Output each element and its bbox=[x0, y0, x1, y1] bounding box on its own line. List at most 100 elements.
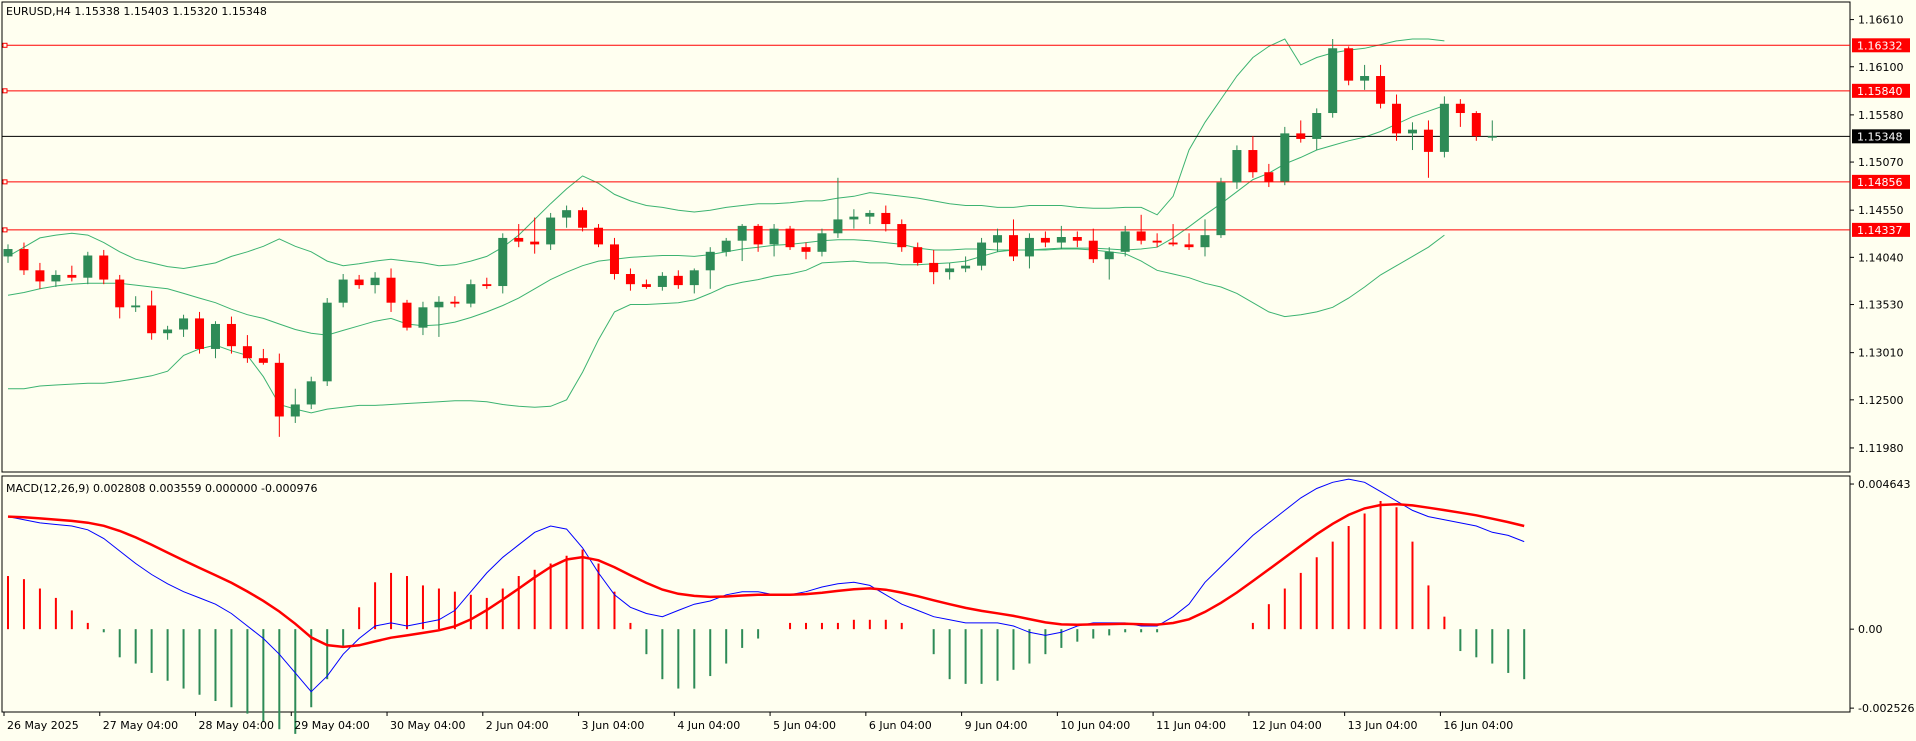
candle-body bbox=[594, 227, 604, 245]
candle-body bbox=[578, 210, 588, 228]
y-tick-label: 1.15580 bbox=[1858, 109, 1904, 122]
candle-body bbox=[562, 210, 572, 218]
level-handle bbox=[2, 88, 8, 94]
candle-body bbox=[609, 244, 619, 275]
candle-body bbox=[897, 224, 907, 248]
bollinger-upper bbox=[7, 38, 1445, 270]
candle-body bbox=[1344, 48, 1354, 81]
candle-body bbox=[3, 249, 13, 257]
candle-body bbox=[1471, 113, 1481, 137]
candle-body bbox=[115, 279, 125, 308]
candle-body bbox=[1328, 48, 1338, 114]
candles bbox=[3, 39, 1497, 437]
symbol-info: EURUSD,H4 1.15338 1.15403 1.15320 1.1534… bbox=[6, 5, 267, 18]
candle-body bbox=[673, 275, 683, 286]
x-tick-label: 9 Jun 04:00 bbox=[965, 719, 1028, 732]
x-tick-label: 11 Jun 04:00 bbox=[1156, 719, 1226, 732]
candle-body bbox=[99, 255, 109, 280]
candle-body bbox=[482, 284, 492, 287]
candle-body bbox=[1024, 237, 1034, 257]
level-price-tag bbox=[1852, 83, 1910, 98]
candle-body bbox=[35, 270, 45, 282]
level-price-label: 1.16332 bbox=[1857, 39, 1903, 52]
candle-body bbox=[274, 362, 284, 417]
candle-body bbox=[1423, 129, 1433, 152]
candle-body bbox=[450, 301, 460, 304]
y-tick-label: 1.16610 bbox=[1858, 14, 1904, 27]
candle-body bbox=[785, 228, 795, 248]
candle-body bbox=[721, 240, 731, 252]
candle-body bbox=[354, 279, 364, 286]
candle-body bbox=[993, 235, 1003, 243]
current-price-label: 1.15348 bbox=[1857, 130, 1903, 143]
candle-body bbox=[1072, 237, 1082, 241]
y-tick-label: 1.14550 bbox=[1858, 204, 1904, 217]
candle-body bbox=[1439, 103, 1449, 152]
level-price-label: 1.15840 bbox=[1857, 85, 1903, 98]
x-tick-label: 3 Jun 04:00 bbox=[582, 719, 645, 732]
level-price-tag bbox=[1852, 222, 1910, 237]
x-tick-label: 29 May 04:00 bbox=[294, 719, 369, 732]
candle-body bbox=[163, 329, 173, 334]
candle-body bbox=[641, 284, 651, 287]
x-tick-label: 16 Jun 04:00 bbox=[1443, 719, 1513, 732]
candle-body bbox=[322, 302, 332, 382]
candle-body bbox=[1487, 136, 1497, 138]
candle-body bbox=[1152, 240, 1162, 243]
candle-body bbox=[1088, 240, 1098, 260]
candle-body bbox=[51, 274, 61, 282]
candle-body bbox=[1280, 133, 1290, 182]
candle-body bbox=[498, 237, 508, 287]
x-axis: 26 May 2025 27 May 04:00 28 May 04:00 29 Ma… bbox=[3, 712, 1513, 732]
candle-body bbox=[801, 247, 811, 252]
x-tick-label: 13 Jun 04:00 bbox=[1348, 719, 1418, 732]
x-tick-label: 10 Jun 04:00 bbox=[1060, 719, 1130, 732]
x-tick-label: 6 Jun 04:00 bbox=[869, 719, 932, 732]
candle-body bbox=[1056, 237, 1066, 243]
candle-body bbox=[705, 251, 715, 271]
candle-body bbox=[1008, 235, 1018, 257]
candle-body bbox=[418, 307, 428, 328]
candle-body bbox=[83, 255, 93, 278]
current-price-tag bbox=[1852, 129, 1910, 144]
candle-body bbox=[147, 305, 157, 334]
candle-body bbox=[131, 305, 141, 308]
macd-series bbox=[7, 478, 1526, 734]
level-price-label: 1.14856 bbox=[1857, 176, 1903, 189]
level-price-label: 1.14337 bbox=[1857, 224, 1903, 237]
candle-body bbox=[1216, 182, 1226, 236]
candle-body bbox=[338, 279, 348, 303]
candle-body bbox=[195, 318, 205, 349]
candle-body bbox=[370, 277, 380, 286]
x-tick-label: 12 Jun 04:00 bbox=[1252, 719, 1322, 732]
candle-body bbox=[881, 212, 891, 225]
candle-body bbox=[1040, 237, 1050, 243]
candle-body bbox=[306, 381, 316, 405]
candle-body bbox=[1232, 150, 1242, 183]
candle-body bbox=[179, 318, 189, 330]
candle-body bbox=[849, 216, 859, 220]
candle-body bbox=[434, 301, 444, 308]
x-tick-label: 27 May 04:00 bbox=[103, 719, 178, 732]
x-tick-label: 5 Jun 04:00 bbox=[773, 719, 836, 732]
candle-body bbox=[1184, 244, 1194, 248]
y-axis: 1.16610 1.16100 1.15580 1.15070 1.14550 1.140… bbox=[1850, 14, 1914, 715]
y-tick-label: 1.12500 bbox=[1858, 394, 1904, 407]
candle-body bbox=[689, 270, 699, 286]
macd-info: MACD(12,26,9) 0.002808 0.003559 0.000000… bbox=[6, 482, 317, 495]
candle-body bbox=[769, 228, 779, 245]
candle-body bbox=[466, 284, 476, 304]
candle-body bbox=[402, 302, 412, 328]
candle-body bbox=[1392, 103, 1402, 134]
candle-body bbox=[1120, 231, 1130, 252]
candle-body bbox=[865, 212, 875, 217]
level-handle bbox=[2, 42, 8, 48]
candle-body bbox=[1136, 231, 1146, 241]
candle-body bbox=[1376, 76, 1386, 104]
macd-line bbox=[7, 478, 1525, 693]
candle-body bbox=[625, 274, 635, 285]
horizontal-levels: 1.16332 1.15840 1.14856 1.14337 1.15348 bbox=[2, 38, 1910, 237]
candle-body bbox=[833, 219, 843, 234]
candle-body bbox=[514, 237, 524, 242]
